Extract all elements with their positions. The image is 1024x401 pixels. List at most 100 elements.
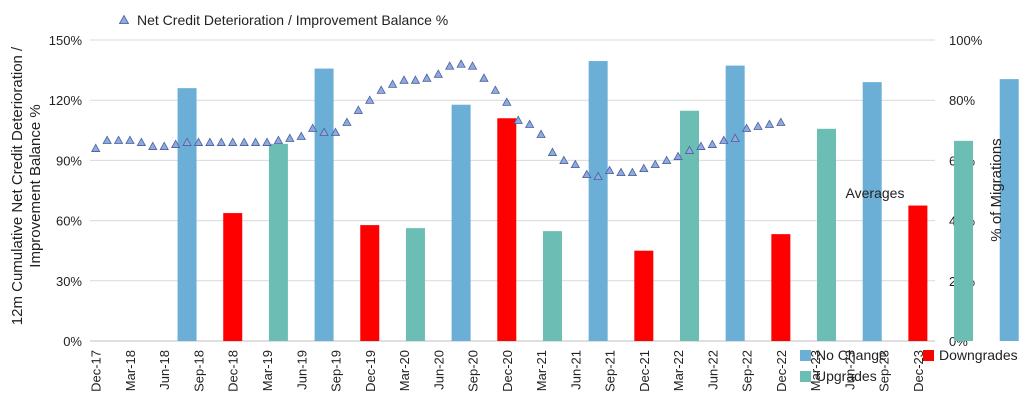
- line-point: [559, 155, 569, 164]
- line-point: [456, 59, 466, 68]
- x-tick-label: Jun-19: [294, 350, 309, 390]
- line-point: [193, 137, 204, 146]
- line-point: [707, 139, 718, 148]
- line-point: [353, 105, 364, 114]
- y-left-tick-label: 60%: [56, 214, 82, 229]
- line-point: [696, 141, 706, 150]
- x-tick-label: Dec-21: [637, 350, 652, 392]
- line-point: [673, 151, 683, 160]
- bar-upgrades: [542, 231, 562, 341]
- line-point: [285, 133, 295, 142]
- x-tick-label: Mar-20: [397, 350, 412, 391]
- x-tick-label: Dec-19: [363, 350, 378, 392]
- line-point: [102, 135, 112, 144]
- line-point: [376, 85, 386, 94]
- line-point: [170, 139, 181, 148]
- line-point: [273, 135, 284, 144]
- line-point: [741, 123, 752, 132]
- line-point: [547, 147, 558, 156]
- line-point: [182, 137, 192, 146]
- y-left-axis-label-line2: Improvement Balance %: [27, 104, 44, 267]
- bar-no-change: [177, 88, 197, 341]
- x-tick-label: Sep-21: [603, 350, 618, 392]
- x-tick-label: Mar-18: [123, 350, 138, 391]
- y-left-axis-label: 12m Cumulative Net Credit Deterioration …: [9, 46, 26, 325]
- line-point: [307, 123, 318, 132]
- x-tick-label: Jun-18: [157, 350, 172, 390]
- legend-swatch-upgrades: [800, 371, 811, 382]
- line-point: [399, 75, 409, 84]
- line-point: [433, 69, 443, 78]
- line-point: [91, 143, 101, 152]
- x-tick-label: Sep-20: [466, 350, 481, 392]
- line-point: [536, 129, 546, 138]
- line-point: [753, 121, 763, 130]
- bar-downgrades: [908, 205, 928, 341]
- line-point: [445, 61, 455, 70]
- x-tick-label: Dec-23: [911, 350, 926, 392]
- bar-upgrades: [954, 140, 974, 341]
- line-point: [582, 169, 592, 179]
- legend-label-downgrades: Downgrades: [939, 347, 1018, 363]
- bar-upgrades: [817, 128, 837, 341]
- line-point: [319, 127, 329, 136]
- line-point: [148, 141, 158, 150]
- y-right-tick-label: 80%: [949, 93, 975, 108]
- bar-downgrades: [634, 250, 654, 341]
- x-tick-label: Sep-23: [877, 350, 892, 392]
- x-tick-label: Jun-20: [431, 350, 446, 390]
- line-point: [422, 73, 432, 82]
- line-point: [661, 155, 672, 164]
- y-right-tick-label: 100%: [949, 33, 983, 48]
- line-point: [776, 117, 786, 126]
- x-tick-label: Jun-22: [705, 350, 720, 390]
- line-point: [719, 135, 729, 144]
- legend-label-upgrades: Upgrades: [816, 368, 877, 384]
- y-left-tick-label: 30%: [56, 274, 82, 289]
- line-point: [627, 167, 638, 177]
- y-left-tick-label: 150%: [49, 33, 83, 48]
- line-point: [490, 85, 501, 94]
- line-point: [616, 167, 626, 177]
- line-point: [205, 137, 215, 146]
- x-tick-label: Sep-18: [191, 350, 206, 392]
- line-point: [524, 119, 535, 128]
- legend-line-label: Net Credit Deterioration / Improvement B…: [137, 12, 448, 28]
- legend-line-marker: [118, 14, 130, 24]
- line-point: [684, 145, 695, 154]
- x-tick-label: Mar-19: [260, 350, 275, 391]
- line-point: [513, 115, 523, 124]
- legend-label-no-change: No Change: [816, 347, 887, 363]
- line-point: [342, 117, 352, 126]
- line-point: [467, 61, 478, 70]
- y-left-tick-label: 90%: [56, 153, 82, 168]
- line-point: [330, 127, 341, 136]
- line-point: [570, 159, 580, 169]
- y-left-tick-label: 120%: [49, 93, 83, 108]
- x-tick-label: Dec-20: [500, 350, 515, 392]
- bar-no-change: [725, 65, 745, 342]
- line-point: [365, 95, 375, 104]
- bar-downgrades: [771, 234, 791, 341]
- line-point: [650, 159, 660, 169]
- bar-no-change: [451, 104, 471, 341]
- line-point: [159, 141, 169, 150]
- bar-no-change: [999, 79, 1019, 341]
- line-point: [502, 97, 512, 106]
- bar-upgrades: [679, 110, 699, 341]
- line-point: [216, 137, 226, 146]
- line-point: [228, 137, 238, 146]
- legend-swatch-downgrades: [923, 350, 934, 361]
- x-tick-label: Mar-23: [808, 350, 823, 391]
- line-point: [113, 135, 124, 144]
- line-point: [730, 133, 740, 142]
- annotation-averages: Averages: [846, 185, 905, 201]
- line-point: [639, 163, 649, 173]
- x-tick-label: Dec-18: [226, 350, 241, 392]
- x-tick-label: Mar-22: [671, 350, 686, 391]
- x-tick-label: Sep-19: [329, 350, 344, 392]
- line-point: [239, 137, 249, 146]
- x-tick-label: Dec-17: [89, 350, 104, 392]
- line-point: [262, 137, 272, 146]
